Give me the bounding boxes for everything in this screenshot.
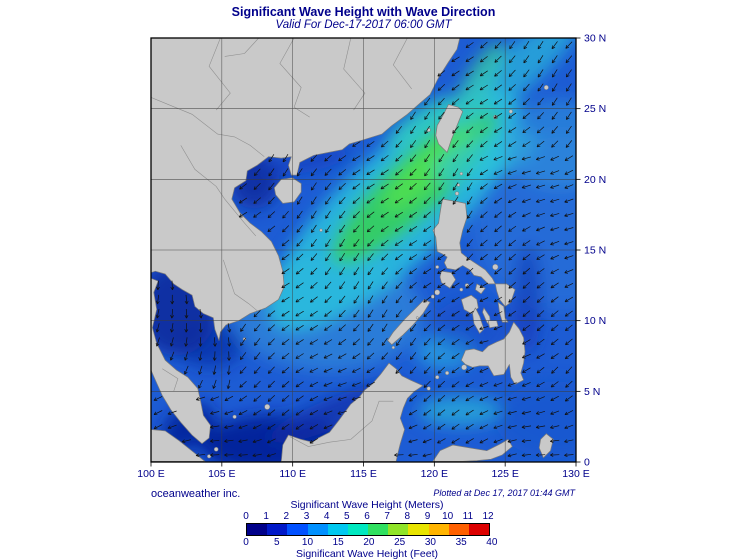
colorbar-segment [347,524,369,535]
meters-tick: 10 [442,511,454,522]
meters-tick: 7 [384,511,390,522]
feet-tick: 30 [424,537,436,548]
page-title: Significant Wave Height with Wave Direct… [231,5,496,19]
wave-height-colorbar [246,523,490,536]
lon-label: 120 E [421,468,448,480]
wave-direction-arrows [153,41,574,458]
meters-tick: 12 [482,511,494,522]
colorbar-segment [408,524,429,535]
colorbar-segment [247,524,268,535]
meters-tick: 1 [263,511,269,522]
axis-labels: 30 N 25 N 20 N 15 N 10 N 5 N 0 100 E 105 E 110 E 1… [137,33,606,480]
meters-tick: 8 [404,511,411,522]
feet-tick: 5 [273,537,280,548]
colorbar-segment [448,524,469,535]
colorbar-segment [468,524,490,535]
credit-text: oceanweather inc. [151,488,241,500]
graticule-layer [151,38,576,462]
feet-tick: 35 [455,537,467,548]
lat-label: 0 [584,457,590,469]
colorbar-segment [307,524,328,535]
lat-label: 5 N [584,386,600,398]
colorbar-segment [368,524,389,535]
colorbar-segment [327,524,348,535]
lat-label: 20 N [584,174,606,186]
meters-tick: 9 [424,511,431,522]
colorbar-segment [267,524,288,535]
lat-label: 30 N [584,33,606,45]
meters-tick: 0 [243,511,249,522]
meters-tick: 3 [303,511,310,522]
lon-label: 105 E [208,468,235,480]
legend-meters-ticks: 0 1 2 3 4 5 6 7 8 9 10 11 12 [243,511,493,523]
lon-label: 110 E [279,468,306,480]
legend-feet-ticks: 0 5 10 15 20 25 30 35 40 [243,537,497,549]
meters-tick: 4 [323,511,330,522]
lat-label: 15 N [584,245,606,257]
meters-tick: 11 [462,511,474,522]
legend-meters-title: Significant Wave Height (Meters) [290,499,444,511]
plotted-timestamp: Plotted at Dec 17, 2017 01:44 GMT [433,488,575,498]
feet-tick: 10 [301,537,314,548]
meters-tick: 6 [364,511,370,522]
lon-label: 130 E [562,468,589,480]
valid-time-subtitle: Valid For Dec-17-2017 06:00 GMT [275,19,452,31]
land-layer [151,38,554,462]
legend-feet-title: Significant Wave Height (Feet) [295,548,438,560]
feet-tick: 20 [363,537,375,548]
lon-label: 100 E [137,468,164,480]
lon-label: 125 E [491,468,518,480]
lat-label: 25 N [584,103,606,115]
meters-tick: 5 [344,511,350,522]
colorbar-segment [428,524,449,535]
feet-tick: 25 [394,537,406,548]
feet-tick: 40 [486,537,498,548]
colorbar-segment [287,524,308,535]
colorbar-segment [388,524,409,535]
meters-tick: 2 [283,511,290,522]
lon-label: 115 E [350,468,377,480]
feet-tick: 0 [243,537,249,548]
feet-tick: 15 [332,537,344,548]
lat-label: 10 N [584,315,606,327]
